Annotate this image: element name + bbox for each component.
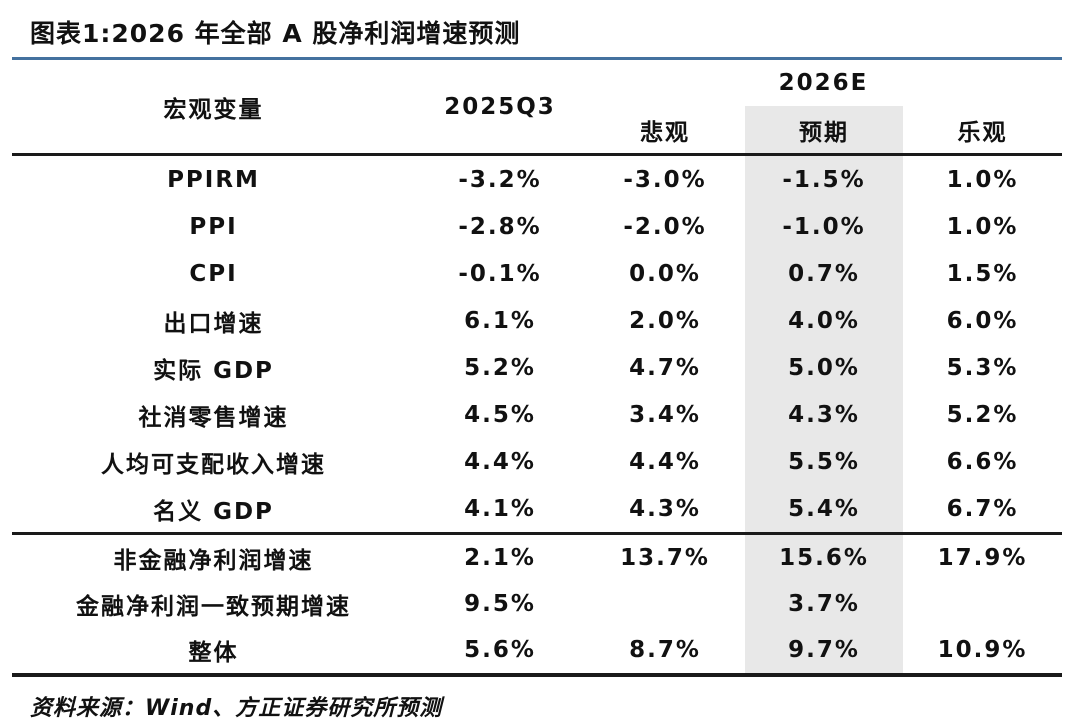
table-row: PPI -2.8% -2.0% -1.0% 1.0%: [12, 203, 1062, 250]
cell-2025q3: 5.2%: [464, 354, 536, 381]
cell-expected: 0.7%: [745, 250, 903, 297]
source-note: 资料来源：Wind、方正证券研究所预测: [30, 696, 443, 721]
table-row: 实际 GDP 5.2% 4.7% 5.0% 5.3%: [12, 344, 1062, 391]
col-header-pessimistic: 悲观: [585, 106, 745, 156]
report-figure: 图表1:2026 年全部 A 股净利润增速预测 宏观变量 2025Q3 2026…: [0, 14, 1080, 722]
col-header-variable: 宏观变量: [12, 60, 415, 156]
cell-expected: -1.0%: [745, 203, 903, 250]
cell-2025q3: 2.1%: [415, 532, 585, 581]
cell-optimistic: 5.2%: [946, 401, 1019, 428]
cell-expected: 4.3%: [745, 391, 903, 438]
cell-expected: 5.0%: [745, 344, 903, 391]
cell-optimistic: 17.9%: [903, 532, 1063, 581]
cell-2025q3: 4.4%: [464, 448, 536, 475]
cell-optimistic: 1.5%: [946, 260, 1019, 287]
cell-variable: 实际 GDP: [153, 357, 274, 384]
table-header: 宏观变量 2025Q3 2026E 悲观 预期 乐观: [12, 60, 1063, 156]
forecast-table: 宏观变量 2025Q3 2026E 悲观 预期 乐观 PPIRM -3.2% -…: [12, 60, 1063, 677]
cell-optimistic: 1.0%: [946, 166, 1019, 193]
cell-expected: 5.4%: [745, 485, 903, 534]
cell-pessimistic: 4.4%: [629, 448, 701, 475]
cell-2025q3: 6.1%: [464, 307, 536, 334]
cell-pessimistic: 3.4%: [629, 401, 701, 428]
cell-optimistic: 6.0%: [946, 307, 1019, 334]
cell-optimistic: 6.6%: [946, 448, 1019, 475]
cell-pessimistic: [585, 581, 745, 627]
cell-expected: 4.0%: [745, 297, 903, 344]
table-row: 金融净利润一致预期增速 9.5% 3.7%: [12, 581, 1062, 627]
col-header-2026e: 2026E: [778, 70, 869, 96]
cell-2025q3: -0.1%: [458, 260, 542, 287]
cell-optimistic: 5.3%: [946, 354, 1019, 381]
header-row-group: 宏观变量 2025Q3 2026E: [12, 60, 1062, 156]
figure-title: 图表1:2026 年全部 A 股净利润增速预测: [30, 19, 521, 48]
cell-variable: 出口增速: [163, 310, 264, 337]
cell-variable: 整体: [12, 627, 415, 677]
table-row: 社消零售增速 4.5% 3.4% 4.3% 5.2%: [12, 391, 1062, 438]
header-row-scenarios: 悲观 预期 乐观: [12, 106, 1063, 156]
cell-variable: 社消零售增速: [138, 404, 289, 431]
cell-2025q3: -2.8%: [458, 213, 542, 240]
cell-variable: 人均可支配收入增速: [101, 451, 326, 478]
cell-optimistic: 10.9%: [903, 627, 1063, 677]
cell-2025q3: -3.2%: [458, 166, 542, 193]
cell-pessimistic: 4.3%: [629, 495, 701, 522]
cell-2025q3: 4.1%: [464, 495, 536, 522]
cell-pessimistic: 13.7%: [585, 532, 745, 581]
cell-optimistic: 1.0%: [946, 213, 1019, 240]
cell-optimistic: [903, 581, 1062, 627]
cell-variable: CPI: [189, 260, 238, 287]
cell-pessimistic: -3.0%: [623, 166, 707, 193]
summary-rows-section: 非金融净利润增速 2.1% 13.7% 15.6% 17.9% 金融净利润一致预…: [12, 532, 1063, 677]
cell-variable: 名义 GDP: [153, 498, 274, 525]
table-row: PPIRM -3.2% -3.0% -1.5% 1.0%: [12, 154, 1062, 203]
cell-pessimistic: 0.0%: [629, 260, 701, 287]
macro-rows-section: PPIRM -3.2% -3.0% -1.5% 1.0% PPI -2.8% -…: [12, 154, 1062, 534]
table-row: 名义 GDP 4.1% 4.3% 5.4% 6.7%: [12, 485, 1062, 534]
cell-expected: 5.5%: [745, 438, 903, 485]
cell-expected: 9.7%: [745, 627, 903, 677]
cell-variable: PPIRM: [167, 166, 260, 193]
table-row: 人均可支配收入增速 4.4% 4.4% 5.5% 6.6%: [12, 438, 1062, 485]
table-row: 整体 5.6% 8.7% 9.7% 10.9%: [12, 627, 1063, 677]
cell-pessimistic: 8.7%: [585, 627, 745, 677]
cell-variable: PPI: [189, 213, 238, 240]
cell-2025q3: 5.6%: [415, 627, 585, 677]
col-header-expected: 预期: [745, 106, 903, 156]
cell-2025q3: 4.5%: [464, 401, 536, 428]
cell-optimistic: 6.7%: [946, 495, 1019, 522]
cell-expected: 15.6%: [745, 532, 903, 581]
col-header-optimistic: 乐观: [903, 106, 1063, 156]
cell-expected: 3.7%: [745, 581, 903, 627]
col-header-2025q3: 2025Q3: [415, 60, 585, 156]
cell-pessimistic: -2.0%: [623, 213, 707, 240]
cell-pessimistic: 4.7%: [629, 354, 701, 381]
cell-pessimistic: 2.0%: [629, 307, 701, 334]
title-accent-rule: [12, 57, 1062, 60]
cell-2025q3: 9.5%: [464, 591, 536, 617]
cell-variable: 非金融净利润增速: [12, 532, 415, 581]
cell-variable: 金融净利润一致预期增速: [76, 594, 351, 620]
cell-expected: -1.5%: [745, 154, 903, 203]
table-row: 出口增速 6.1% 2.0% 4.0% 6.0%: [12, 297, 1062, 344]
table-row: 非金融净利润增速 2.1% 13.7% 15.6% 17.9%: [12, 532, 1063, 581]
table-row: CPI -0.1% 0.0% 0.7% 1.5%: [12, 250, 1062, 297]
